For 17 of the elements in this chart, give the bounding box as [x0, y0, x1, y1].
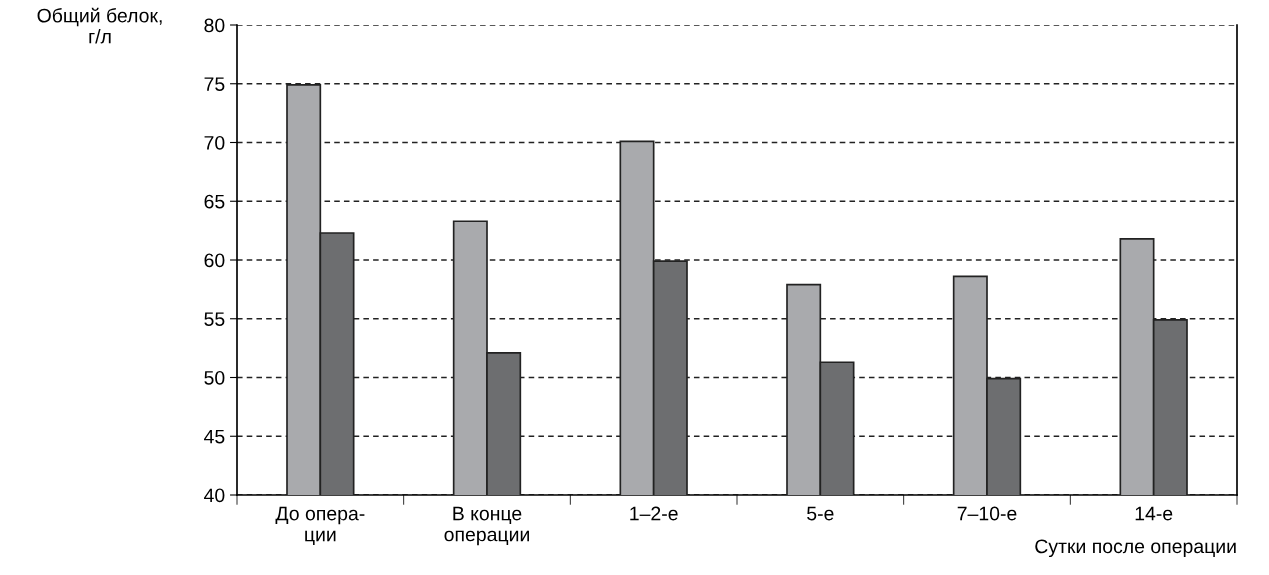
x-tick-label: 14-е — [1135, 506, 1173, 521]
x-tick-label: 1–2-е — [630, 506, 678, 521]
y-tick-label: 65 — [204, 194, 225, 209]
y-tick-label: 75 — [204, 77, 225, 91]
y-axis-title: Общий белок, г/л — [37, 7, 162, 44]
y-tick-label: 80 — [204, 18, 225, 33]
x-axis-title: Сутки после операции — [1035, 539, 1236, 558]
x-tick-label: 7–10-е — [957, 506, 1017, 521]
y-tick-label: 50 — [204, 370, 225, 385]
x-tick-label: 5-е — [807, 506, 834, 521]
y-tick-label: 55 — [204, 312, 225, 326]
y-tick-label: 45 — [204, 429, 225, 444]
y-tick-label: 40 — [204, 488, 225, 503]
y-tick-label: 70 — [204, 135, 225, 150]
x-tick-label: В конце операции — [444, 506, 529, 546]
x-tick-label: До опера- ции — [275, 506, 365, 546]
y-tick-label: 60 — [204, 253, 225, 268]
